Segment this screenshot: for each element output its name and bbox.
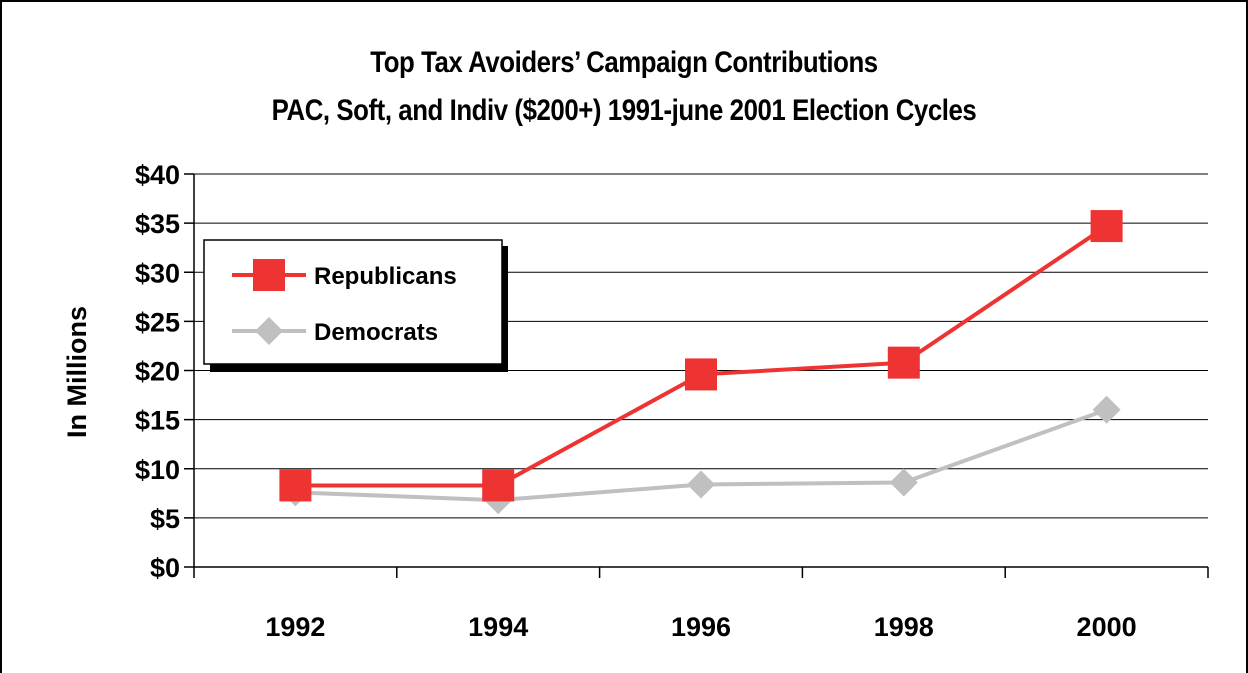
republicans-marker <box>279 469 312 502</box>
republicans-marker <box>685 358 717 391</box>
chart-title: Top Tax Avoiders’ Campaign Contributions <box>370 46 878 79</box>
x-tick-label: 1996 <box>671 612 731 642</box>
series-democrats <box>281 395 1121 515</box>
legend: Republicans Democrats <box>203 239 508 372</box>
y-tick-label: $5 <box>150 504 180 534</box>
y-tick-label: $20 <box>135 357 180 387</box>
y-tick-label: $25 <box>135 307 180 337</box>
republicans-marker <box>887 346 920 379</box>
x-tick-label: 2000 <box>1077 612 1137 642</box>
y-tick-label: $0 <box>150 553 180 583</box>
series <box>279 210 1123 515</box>
democrats-marker <box>1092 395 1121 424</box>
x-tick-label: 1998 <box>874 612 934 642</box>
republicans-marker <box>1090 210 1123 243</box>
series-republicans <box>279 210 1123 502</box>
legend-label-democrats: Democrats <box>314 319 438 346</box>
legend-label-republicans: Republicans <box>314 263 457 290</box>
axes: $0 $5 $10 $15 $20 $25 $30 $35 $40 1992 1994 1996 199… <box>135 160 1209 642</box>
x-tick-label: 1994 <box>468 612 528 642</box>
y-axis-title: In Millions <box>62 306 92 438</box>
y-tick-label: $40 <box>135 160 180 190</box>
chart-subtitle: PAC, Soft, and Indiv ($200+) 1991-june 2… <box>271 94 977 127</box>
y-tick-label: $15 <box>135 406 180 436</box>
democrats-marker <box>687 470 715 499</box>
x-tick-label: 1992 <box>265 612 325 642</box>
democrats-marker <box>889 468 918 497</box>
legend-republicans-marker <box>253 259 285 291</box>
y-tick-label: $10 <box>135 455 180 485</box>
legend-democrats-marker <box>255 317 283 345</box>
y-tick-label: $30 <box>135 258 180 288</box>
y-tick-label: $35 <box>135 209 180 239</box>
republicans-marker <box>482 469 515 502</box>
